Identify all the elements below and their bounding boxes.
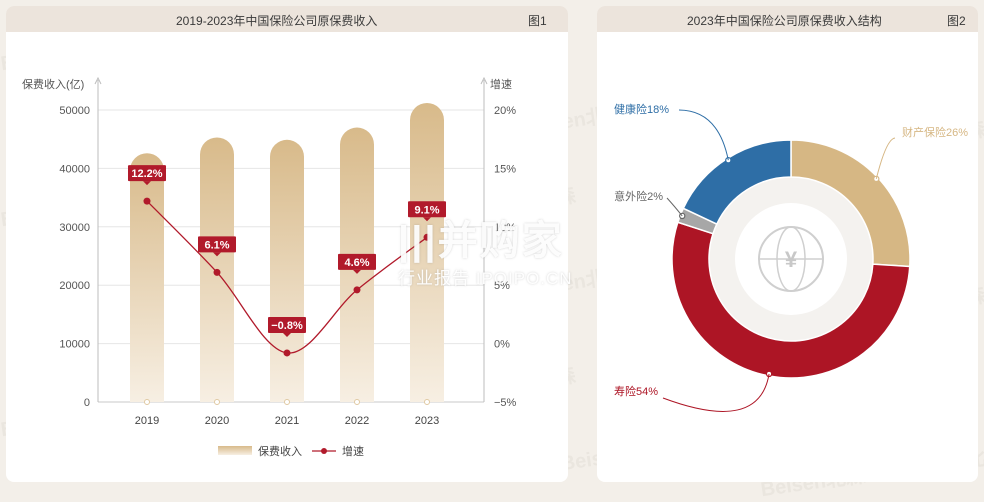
growth-label-box <box>128 165 166 182</box>
bar-2023 <box>410 102 444 402</box>
panel1-figure-number: 图1 <box>528 14 547 28</box>
right-axis-arrow <box>480 76 488 85</box>
bar-2021 <box>270 139 304 402</box>
panel2-header <box>597 6 978 32</box>
panel2-figure-number: 图2 <box>947 14 966 28</box>
x-tick-marker <box>354 399 360 405</box>
right-tick-label: 5% <box>494 280 510 292</box>
x-tick-marker <box>424 399 430 405</box>
left-axis-arrow <box>94 76 102 85</box>
growth-label-pointer <box>423 217 431 222</box>
slice-leader-line <box>666 197 683 217</box>
panel1-header <box>6 6 568 32</box>
slice-label: 寿险54% <box>614 384 658 398</box>
center-emblem-symbol: ¥ <box>785 247 798 272</box>
legend-line-label: 增速 <box>342 444 364 458</box>
growth-point <box>353 286 361 294</box>
premium-structure-panel: 2023年中国保险公司原保费收入结构 图2 财产保险26% 寿险54% 意外险2% 健… <box>597 6 978 482</box>
legend-bar-swatch <box>218 446 252 455</box>
right-tick-label: 0% <box>494 339 510 351</box>
x-tick-label: 2020 <box>205 415 229 427</box>
growth-label-pointer <box>213 252 221 257</box>
left-tick-label: 40000 <box>59 163 90 175</box>
x-tick-label: 2019 <box>135 415 159 427</box>
legend-bar-label: 保费收入 <box>258 444 302 458</box>
growth-data-label: 6.1% <box>204 239 229 251</box>
growth-label-box <box>408 201 446 218</box>
right-tick-label: −5% <box>494 397 517 409</box>
x-tick-label: 2021 <box>275 415 299 427</box>
growth-point <box>213 268 221 276</box>
growth-point <box>143 197 151 205</box>
x-tick-marker <box>284 399 290 405</box>
growth-label-box <box>338 253 376 270</box>
right-tick-label: 10% <box>494 222 516 234</box>
x-tick-label: 2022 <box>345 415 369 427</box>
growth-label-box <box>198 236 236 253</box>
x-tick-marker <box>214 399 220 405</box>
bar-2019 <box>130 153 164 402</box>
donut-slice-健康险 <box>682 139 792 226</box>
premium-structure-donut: 财产保险26% 寿险54% 意外险2% 健康险18% ¥ <box>614 102 968 412</box>
x-tick-marker <box>144 399 150 405</box>
left-tick-label: 0 <box>84 397 90 409</box>
growth-data-label: 9.1% <box>414 204 439 216</box>
x-tick-label: 2023 <box>415 415 439 427</box>
slice-leader-line <box>678 109 729 161</box>
growth-data-label: 12.2% <box>131 168 162 180</box>
growth-point <box>423 233 431 241</box>
slice-leader-line <box>875 137 896 180</box>
slice-label: 健康险18% <box>614 102 669 116</box>
premium-income-panel: 2019-2023年中国保险公司原保费收入 图1 保费收入(亿) 增速 0 10000… <box>6 6 568 482</box>
left-axis-label: 保费收入(亿) <box>22 77 84 91</box>
donut-slice-寿险 <box>671 221 911 379</box>
growth-data-label: 4.6% <box>344 257 369 269</box>
growth-label-box <box>268 316 306 333</box>
growth-point <box>283 349 291 357</box>
slice-label: 意外险2% <box>614 189 663 203</box>
right-axis-label: 增速 <box>490 77 512 91</box>
left-tick-label: 20000 <box>59 280 90 292</box>
legend-line-marker <box>321 448 327 454</box>
panel2-title: 2023年中国保险公司原保费收入结构 <box>687 14 882 28</box>
slice-leader-line <box>662 373 770 412</box>
left-tick-label: 10000 <box>59 339 90 351</box>
growth-data-label: −0.8% <box>271 320 303 332</box>
premium-income-chart: 保费收入(亿) 增速 0 10000 20000 30000 40000 50000 −5% 0%… <box>22 76 517 458</box>
right-tick-label: 15% <box>494 163 516 175</box>
growth-label-pointer <box>353 269 361 274</box>
slice-leader-dot <box>873 175 880 183</box>
growth-label-pointer <box>283 332 291 337</box>
left-tick-label: 30000 <box>59 222 90 234</box>
panel1-title: 2019-2023年中国保险公司原保费收入 <box>176 14 378 28</box>
right-tick-label: 20% <box>494 105 516 117</box>
growth-label-pointer <box>143 181 151 186</box>
slice-label: 财产保险26% <box>902 125 968 139</box>
left-tick-label: 50000 <box>59 105 90 117</box>
